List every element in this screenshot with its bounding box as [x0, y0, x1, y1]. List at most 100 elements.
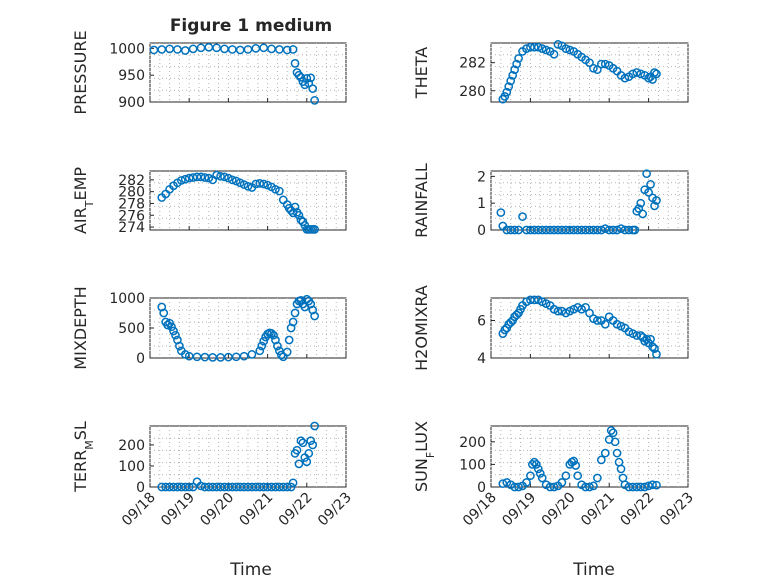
- y-tick-label: 282: [459, 56, 486, 72]
- x-axis-label-right: Time: [572, 560, 615, 580]
- data-point: [184, 173, 194, 183]
- data-point: [239, 351, 249, 361]
- data-point: [171, 330, 180, 340]
- y-tick-label: 1: [477, 196, 486, 212]
- data-point: [294, 210, 304, 220]
- data-point: [529, 42, 539, 52]
- data-point: [259, 43, 269, 53]
- data-point: [169, 326, 178, 336]
- data-point: [589, 481, 598, 491]
- data-point: [533, 464, 543, 474]
- y-tick-label: 100: [459, 457, 486, 473]
- data-point: [288, 317, 298, 327]
- data-point: [282, 482, 292, 492]
- data-point: [220, 172, 229, 182]
- data-point: [537, 44, 547, 53]
- data-point: [175, 341, 184, 351]
- data-point: [173, 45, 182, 54]
- data-point: [196, 172, 206, 182]
- data-point: [159, 308, 169, 318]
- data-point: [522, 478, 531, 487]
- data-point: [608, 428, 618, 438]
- data-point: [227, 175, 237, 185]
- data-point: [573, 471, 583, 481]
- data-point: [310, 225, 319, 234]
- data-point: [306, 73, 316, 83]
- plot-area: [490, 425, 689, 488]
- data-point: [200, 173, 210, 182]
- data-point: [196, 481, 206, 491]
- data-point: [184, 482, 194, 492]
- data-point: [616, 224, 626, 234]
- data-point: [610, 437, 620, 447]
- data-point: [502, 87, 512, 97]
- data-point: [255, 179, 265, 188]
- data-point: [510, 225, 519, 235]
- data-point: [180, 174, 190, 184]
- data-point: [531, 460, 541, 469]
- data-point: [585, 308, 594, 318]
- y-tick-label: 500: [118, 321, 145, 337]
- data-point: [290, 308, 300, 318]
- y-axis-label: AIRTEMP: [71, 167, 96, 234]
- data-point: [167, 322, 176, 332]
- data-point: [616, 464, 626, 474]
- y-tick-label: 950: [118, 68, 145, 84]
- data-point: [504, 82, 514, 91]
- subplot-mixdepth: 0 500 1000 MIXDEPTH: [71, 286, 347, 370]
- y-axis-label: RAINFALL: [412, 163, 431, 238]
- y-tick-label: 280: [118, 185, 145, 201]
- data-point: [498, 479, 508, 488]
- data-point: [652, 349, 661, 359]
- data-point: [500, 325, 510, 335]
- subplot-h2omixra: 4 6 H2OMIXRA: [412, 285, 689, 371]
- data-point: [308, 84, 318, 93]
- y-tick-label: 4: [477, 351, 486, 367]
- data-point: [269, 330, 278, 340]
- y-axis-label: H2OMIXRA: [412, 285, 431, 371]
- y-tick-label: 276: [118, 208, 145, 224]
- data-point: [273, 341, 282, 351]
- data-point: [267, 329, 276, 338]
- data-point: [549, 482, 559, 492]
- data-point: [286, 482, 296, 492]
- data-point: [514, 482, 523, 492]
- x-axis-label-left: Time: [229, 560, 272, 580]
- data-point: [529, 295, 539, 305]
- data-point: [589, 63, 598, 73]
- data-point: [565, 45, 575, 55]
- data-point: [608, 225, 618, 235]
- data-point: [512, 59, 521, 69]
- y-tick-label: 1000: [109, 41, 145, 57]
- y-tick-label: 280: [459, 84, 486, 100]
- data-point: [288, 478, 298, 488]
- data-point: [212, 43, 221, 53]
- y-tick-label: 0: [136, 351, 145, 367]
- data-point: [255, 346, 265, 356]
- data-point: [612, 448, 622, 458]
- data-point: [506, 76, 516, 86]
- data-point: [581, 303, 590, 312]
- data-point: [302, 74, 312, 83]
- data-point: [290, 59, 300, 68]
- data-point: [294, 459, 304, 469]
- y-tick-label: 2: [477, 169, 486, 185]
- subplot-pressure: 900 950 1000 PRESSURE: [71, 30, 347, 115]
- data-point: [308, 440, 318, 450]
- data-point: [294, 70, 304, 80]
- data-point: [581, 482, 590, 492]
- data-point: [212, 170, 221, 180]
- data-point: [636, 331, 646, 340]
- data-point: [304, 448, 314, 458]
- data-point: [247, 350, 257, 359]
- data-point: [310, 421, 319, 431]
- y-axis-label: TERRMSL: [71, 421, 96, 493]
- y-tick-label: 282: [118, 173, 145, 189]
- data-point: [296, 72, 306, 82]
- data-point: [606, 426, 616, 435]
- data-point: [557, 478, 567, 487]
- data-point: [306, 436, 316, 446]
- data-point: [650, 68, 659, 77]
- data-point: [290, 202, 300, 212]
- data-point: [526, 471, 535, 481]
